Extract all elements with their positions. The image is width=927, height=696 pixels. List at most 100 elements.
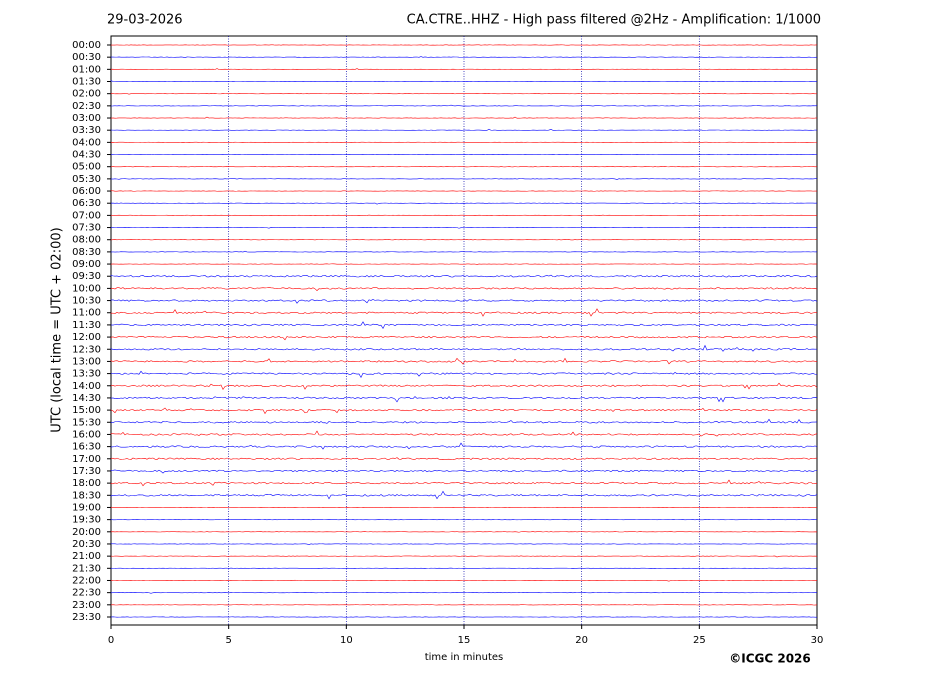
y-tick-label: 04:30 [72, 150, 101, 161]
y-tick-label: 12:30 [72, 344, 101, 355]
y-tick-label: 19:00 [72, 502, 101, 513]
y-tick-label: 02:30 [72, 101, 101, 112]
trace [110, 274, 818, 278]
trace [110, 543, 818, 545]
trace [110, 116, 818, 119]
trace [110, 93, 818, 95]
trace [110, 479, 818, 487]
y-tick-label: 16:00 [72, 429, 101, 440]
y-tick-label: 23:30 [72, 612, 101, 623]
trace [110, 469, 818, 474]
trace [110, 238, 818, 241]
chart-title: CA.CTRE..HHZ - High pass filtered @2Hz -… [407, 13, 821, 28]
y-tick-label: 09:00 [72, 259, 101, 270]
y-tick-label: 15:00 [72, 405, 101, 416]
trace [110, 418, 818, 424]
y-tick-label: 02:00 [72, 89, 101, 100]
y-tick-label: 07:00 [72, 210, 101, 221]
y-tick-label: 16:30 [72, 442, 101, 453]
y-tick-label: 21:30 [72, 563, 101, 574]
trace [110, 531, 818, 533]
y-tick-label: 14:00 [72, 381, 101, 392]
y-tick-label: 18:30 [72, 490, 101, 501]
y-tick-label: 05:30 [72, 174, 101, 185]
trace [110, 250, 818, 253]
x-tick-label: 20 [575, 635, 588, 646]
y-tick-label: 00:00 [72, 40, 101, 51]
y-tick-label: 07:30 [72, 223, 101, 234]
y-tick-label: 04:00 [72, 137, 101, 148]
trace [110, 56, 818, 58]
trace [110, 263, 818, 265]
y-tick-label: 23:00 [72, 600, 101, 611]
y-tick-label: 01:30 [72, 77, 101, 88]
y-tick-label: 06:00 [72, 186, 101, 197]
x-tick-label: 0 [108, 635, 114, 646]
trace [110, 555, 818, 558]
y-tick-label: 15:30 [72, 417, 101, 428]
x-tick-label: 10 [340, 635, 353, 646]
y-tick-label: 10:00 [72, 283, 101, 294]
y-tick-label: 22:00 [72, 575, 101, 586]
trace [110, 567, 818, 570]
trace [110, 80, 818, 83]
y-tick-label: 08:30 [72, 247, 101, 258]
y-tick-label: 03:30 [72, 125, 101, 136]
trace [110, 202, 818, 205]
y-tick-label: 14:30 [72, 393, 101, 404]
y-tick-label: 01:00 [72, 64, 101, 75]
trace [110, 321, 818, 330]
x-tick-label: 25 [693, 635, 706, 646]
trace [110, 68, 818, 70]
trace [110, 178, 818, 180]
trace [110, 370, 817, 379]
trace [110, 308, 818, 317]
y-tick-label: 21:00 [72, 551, 101, 562]
date: 29-03-2026 [107, 13, 183, 28]
trace [110, 227, 818, 229]
y-tick-label: 06:30 [72, 198, 101, 209]
y-tick-label: 20:00 [72, 527, 101, 538]
y-tick-label: 00:30 [72, 52, 101, 63]
y-tick-label: 09:30 [72, 271, 101, 282]
trace [110, 430, 818, 437]
trace [110, 407, 818, 415]
trace [110, 104, 818, 107]
trace [110, 128, 818, 131]
x-tick-label: 15 [458, 635, 471, 646]
trace [110, 287, 818, 291]
trace [110, 214, 818, 217]
trace [110, 335, 818, 341]
y-tick-label: 11:00 [72, 308, 101, 319]
trace [110, 344, 818, 352]
y-tick-label: 11:30 [72, 320, 101, 331]
y-tick-label: 20:30 [72, 539, 101, 550]
trace [110, 396, 818, 403]
y-tick-label: 17:30 [72, 466, 101, 477]
x-tick-label: 30 [811, 635, 824, 646]
trace [110, 490, 818, 500]
trace [110, 357, 818, 365]
trace [110, 299, 818, 304]
trace [110, 592, 818, 594]
y-tick-label: 13:30 [72, 369, 101, 380]
trace [110, 457, 818, 460]
trace [110, 442, 818, 450]
trace [110, 603, 818, 606]
y-tick-label: 10:30 [72, 296, 101, 307]
y-tick-label: 03:00 [72, 113, 101, 124]
trace [110, 579, 818, 582]
y-axis-label: UTC (local time = UTC + 02:00) [50, 227, 65, 432]
y-tick-label: 22:30 [72, 588, 101, 599]
y-tick-label: 05:00 [72, 162, 101, 173]
y-tick-label: 12:00 [72, 332, 101, 343]
y-tick-label: 17:00 [72, 454, 101, 465]
y-tick-label: 13:00 [72, 356, 101, 367]
copyright: ©ICGC 2026 [729, 652, 811, 666]
x-tick-label: 5 [225, 635, 231, 646]
y-tick-label: 08:00 [72, 235, 101, 246]
y-tick-label: 19:30 [72, 515, 101, 526]
y-tick-label: 18:00 [72, 478, 101, 489]
x-axis-label: time in minutes [425, 652, 504, 663]
trace [110, 382, 818, 391]
